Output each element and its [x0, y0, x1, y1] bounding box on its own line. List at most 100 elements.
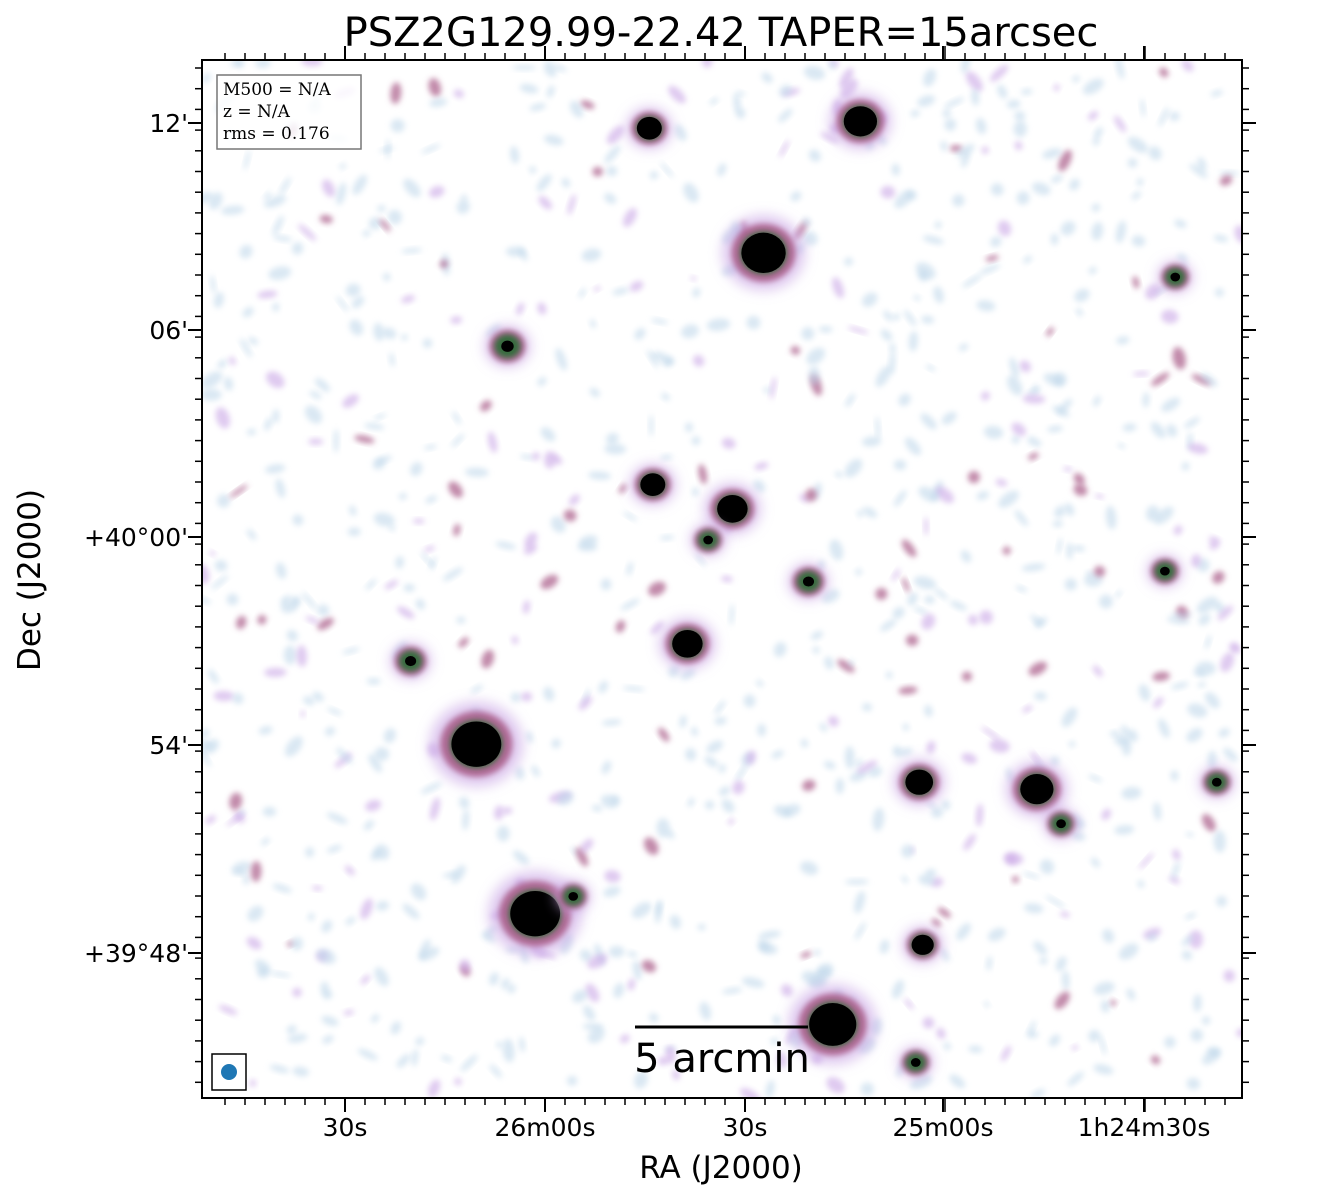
noise-blob: [740, 1087, 761, 1098]
noise-blob: [920, 413, 937, 430]
noise-blob: [421, 144, 441, 154]
noise-blob: [308, 438, 324, 445]
noise-blob: [352, 174, 368, 195]
noise-blob: [963, 833, 976, 851]
noise-blob: [889, 351, 896, 375]
noise-blob: [1092, 665, 1103, 677]
noise-blob: [1014, 141, 1023, 151]
noise-blob: [722, 987, 743, 995]
noise-blob: [1167, 616, 1191, 625]
noise-blob: [374, 967, 389, 987]
noise-blob: [272, 215, 284, 236]
noise-blob: [732, 780, 745, 795]
noise-blob: [829, 539, 844, 561]
noise-blob: [1011, 875, 1019, 884]
bright-source: [703, 482, 762, 536]
noise-blob: [326, 812, 348, 824]
noise-blob: [781, 984, 793, 997]
noise-blob: [808, 149, 821, 162]
noise-blob: [1198, 613, 1211, 626]
noise-blob: [668, 85, 686, 104]
noise-blob: [803, 65, 826, 80]
noise-blob: [885, 671, 893, 679]
noise-blob: [502, 807, 513, 815]
noise-blob: [1174, 219, 1187, 229]
noise-blob: [1115, 220, 1127, 244]
noise-blob: [800, 861, 819, 875]
noise-blob: [522, 600, 531, 614]
noise-blob: [510, 692, 521, 703]
source-layer: [389, 92, 1236, 1080]
noise-blob: [934, 588, 949, 600]
noise-blob: [390, 82, 402, 104]
compact-source: [897, 1045, 935, 1080]
bright-source: [625, 106, 673, 150]
noise-blob: [1145, 505, 1160, 522]
y-tick-label: +39°48': [84, 939, 188, 968]
noise-blob: [790, 346, 801, 355]
noise-blob: [439, 259, 448, 269]
noise-blob: [1176, 253, 1188, 262]
noise-blob: [1166, 424, 1178, 437]
noise-blob: [1093, 981, 1115, 995]
noise-blob: [835, 471, 843, 478]
noise-blob: [336, 182, 347, 206]
noise-blob: [1049, 1034, 1061, 1047]
noise-blob: [961, 60, 970, 74]
noise-blob: [801, 970, 824, 986]
noise-blob: [1022, 705, 1033, 713]
noise-blob: [971, 88, 980, 106]
noise-blob: [590, 319, 596, 329]
noise-blob: [272, 883, 292, 893]
noise-blob: [1074, 288, 1090, 302]
noise-blob: [656, 818, 671, 838]
noise-blob: [604, 443, 627, 455]
noise-blob: [526, 731, 534, 743]
noise-blob: [683, 182, 699, 203]
noise-blob: [575, 847, 589, 867]
noise-blob: [383, 728, 396, 744]
noise-blob: [345, 916, 356, 926]
noise-blob: [1031, 384, 1039, 393]
noise-blob: [1060, 911, 1070, 918]
noise-blob: [1039, 956, 1048, 965]
noise-blob: [1148, 146, 1162, 161]
noise-blob: [1110, 999, 1117, 1006]
noise-blob: [403, 178, 421, 198]
noise-blob: [931, 918, 942, 928]
noise-blob: [826, 1076, 845, 1094]
info-box: M500 = N/A z = N/A rms = 0.176: [216, 74, 362, 150]
noise-blob: [429, 98, 448, 108]
noise-blob: [292, 987, 302, 998]
noise-blob: [944, 118, 957, 131]
noise-blob: [606, 125, 625, 145]
noise-blob: [721, 437, 736, 449]
noise-blob: [265, 464, 286, 474]
noise-blob: [1213, 234, 1229, 243]
noise-blob: [257, 615, 267, 625]
noise-blob: [955, 144, 975, 158]
noise-blob: [651, 351, 674, 365]
noise-blob: [453, 89, 464, 99]
noise-blob: [930, 806, 944, 818]
noise-blob: [217, 494, 230, 508]
noise-blob: [420, 782, 442, 794]
noise-blob: [373, 322, 385, 341]
noise-blob: [967, 471, 980, 484]
noise-blob: [273, 235, 292, 242]
noise-blob: [291, 937, 303, 951]
noise-blob: [1145, 283, 1161, 300]
noise-blob: [1151, 372, 1170, 387]
source-layer-ring: [1056, 819, 1066, 829]
noise-blob: [1003, 852, 1024, 865]
noise-blob: [657, 1056, 669, 1066]
noise-blob: [925, 364, 936, 371]
noise-blob: [1150, 1055, 1161, 1065]
noise-blob: [941, 800, 951, 810]
noise-blob: [854, 921, 866, 941]
noise-blob: [1091, 203, 1101, 212]
noise-blob: [272, 409, 280, 424]
noise-blob: [660, 162, 674, 178]
noise-blob: [721, 575, 733, 583]
compact-source: [787, 562, 830, 601]
